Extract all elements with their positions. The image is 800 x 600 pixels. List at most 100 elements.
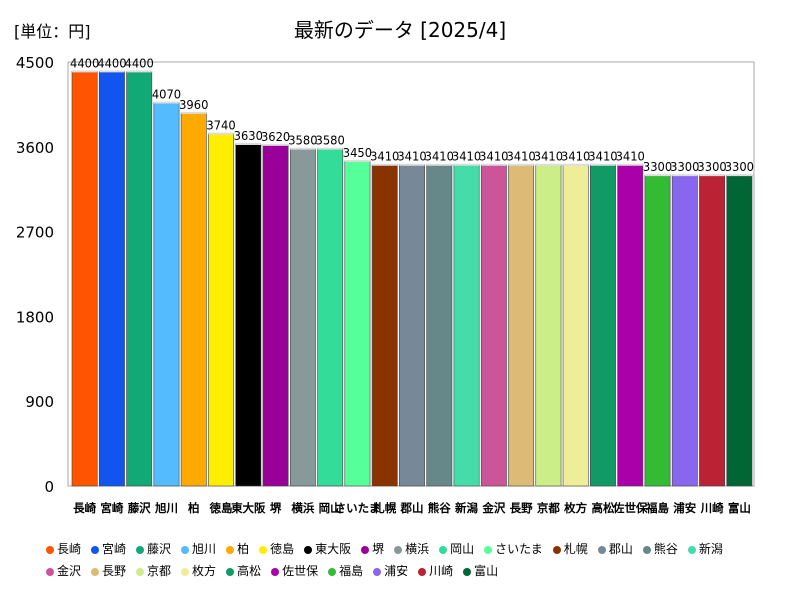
legend-swatch: [484, 546, 493, 554]
x-tick-label: 枚方: [564, 501, 587, 515]
bar-枚方: [562, 164, 589, 487]
x-tick-label: 浦安: [673, 501, 696, 515]
x-tick-label: 佐世保: [612, 501, 648, 515]
legend-swatch: [328, 568, 337, 576]
legend-item-札幌: 札幌: [552, 540, 588, 558]
legend-swatch: [91, 568, 100, 576]
legend-label: 柏: [237, 542, 250, 556]
legend-swatch: [361, 546, 370, 554]
legend-swatch: [552, 546, 561, 554]
x-tick-label: 高松: [591, 501, 614, 515]
legend-item-徳島: 徳島: [259, 540, 294, 558]
data-label: 3630: [234, 129, 263, 143]
x-tick-label: 宮崎: [100, 501, 123, 515]
legend-item-枚方: 枚方: [181, 562, 216, 580]
legend-item-横浜: 横浜: [394, 540, 429, 558]
legend-swatch: [136, 546, 145, 554]
data-label: 3450: [343, 146, 372, 160]
bar-さいたま: [344, 160, 371, 487]
legend-item-福島: 福島: [328, 562, 363, 580]
bar-福島: [644, 174, 671, 487]
legend-swatch: [259, 546, 268, 554]
data-label: 3410: [588, 150, 617, 164]
x-tick-label: 東大阪: [231, 501, 266, 515]
legend-swatch: [226, 546, 235, 554]
data-label: 3300: [697, 160, 726, 174]
legend-item-富山: 富山: [463, 562, 498, 580]
legend-label: 福島: [339, 564, 364, 578]
data-label: 3740: [206, 119, 235, 133]
data-label: 3410: [370, 150, 399, 164]
legend-label: 佐世保: [282, 564, 319, 578]
legend-label: 枚方: [192, 564, 217, 578]
legend-swatch: [181, 546, 190, 554]
data-label: 3620: [261, 130, 290, 144]
x-tick-label: 新潟: [455, 501, 478, 515]
x-tick-label: 福島: [645, 501, 669, 515]
bar-浦安: [671, 174, 698, 487]
y-tick-label: 1800: [16, 308, 54, 326]
legend-swatch: [91, 546, 100, 554]
bar-東大阪: [235, 143, 262, 487]
x-tick-label: 長野: [510, 501, 533, 515]
legend-label: 長野: [102, 564, 127, 578]
legend-label: 京都: [147, 564, 172, 578]
data-label: 3960: [179, 98, 208, 112]
legend-label: 高松: [237, 564, 262, 578]
data-label: 4400: [125, 56, 154, 70]
data-label: 3410: [616, 150, 645, 164]
bar-柏: [180, 112, 207, 487]
legend-item-郡山: 郡山: [597, 540, 633, 558]
legend-label: 浦安: [384, 564, 409, 578]
legend-label: 川崎: [429, 564, 454, 578]
y-tick-label: 3600: [16, 139, 54, 157]
x-tick-label: 郡山: [400, 501, 424, 515]
x-tick-label: 岡山: [319, 501, 342, 515]
data-label: 3580: [288, 134, 317, 148]
legend-item-長野: 長野: [91, 562, 126, 580]
legend-label: 金沢: [57, 564, 82, 578]
legend-label: 熊谷: [653, 542, 678, 556]
bar-熊谷: [426, 164, 453, 487]
legend-swatch: [181, 568, 190, 576]
legend-swatch: [226, 568, 235, 576]
legend-item-熊谷: 熊谷: [642, 540, 678, 558]
legend-swatch: [418, 568, 427, 576]
bar-岡山: [317, 148, 344, 487]
legend-swatch: [597, 546, 606, 554]
x-tick-label: 熊谷: [428, 501, 451, 515]
legend-swatch: [394, 546, 403, 554]
bar-新潟: [453, 164, 480, 487]
legend-label: 横浜: [405, 542, 430, 556]
bar-徳島: [208, 133, 234, 487]
data-label: 4400: [97, 56, 126, 70]
data-label: 3410: [397, 150, 426, 164]
x-tick-label: 長崎: [73, 501, 96, 515]
x-tick-label: 堺: [270, 501, 282, 515]
legend-item-旭川: 旭川: [181, 540, 216, 558]
legend-label: 新潟: [698, 542, 723, 556]
bar-宮崎: [98, 71, 125, 487]
data-label: 3410: [561, 150, 590, 164]
legend-item-高松: 高松: [226, 562, 261, 580]
legend-item-佐世保: 佐世保: [271, 562, 318, 580]
legend-item-長崎: 長崎: [46, 540, 81, 558]
data-label: 4400: [70, 56, 99, 70]
legend-swatch: [271, 568, 280, 576]
legend-swatch: [46, 546, 54, 554]
legend-label: 長崎: [57, 542, 82, 556]
legend-label: 堺: [372, 542, 385, 556]
legend-item-堺: 堺: [361, 540, 384, 558]
bar-chart: 0 900 1800 2700 3600 4500 4400 長崎 4400 宮崎 4400 藤沢 40…: [16, 54, 755, 515]
x-tick-label: 金沢: [481, 501, 505, 515]
x-tick-label: 旭川: [154, 501, 178, 515]
legend-swatch: [642, 546, 651, 554]
x-tick-label: 川崎: [700, 501, 724, 515]
x-tick-label: 富山: [728, 501, 751, 515]
legend-item-金沢: 金沢: [46, 562, 81, 580]
legend-swatch: [373, 568, 382, 576]
legend-item-岡山: 岡山: [439, 540, 474, 558]
legend-item-浦安: 浦安: [373, 562, 408, 580]
x-tick-label: 京都: [537, 501, 560, 515]
bar-藤沢: [126, 71, 153, 487]
